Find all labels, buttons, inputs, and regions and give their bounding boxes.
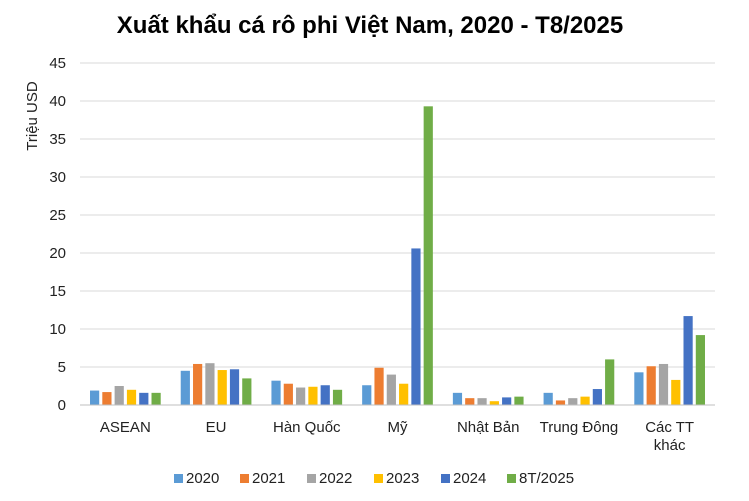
y-axis-label: Triệu USD [24,81,41,151]
bars [90,106,705,405]
bar [126,389,137,405]
legend-label: 8T/2025 [519,470,574,487]
y-tick-label: 20 [49,245,66,262]
bar [308,386,318,405]
bar [180,370,190,405]
legend-label: 2024 [453,470,486,487]
bar [646,366,656,405]
category-label: Mỹ [388,419,408,436]
bar [452,392,463,405]
bar [555,400,566,405]
bar [489,401,499,405]
legend-swatch [507,474,516,483]
category-label: EU [206,419,227,436]
category-label: ASEAN [100,419,151,436]
bar [374,367,384,405]
y-tick-label: 25 [49,207,66,224]
y-tick-label: 10 [49,321,66,338]
y-tick-label: 15 [49,283,66,300]
category-label: Hàn Quốc [273,419,341,436]
legend-swatch [307,474,316,483]
category-label: Nhật Bản [457,419,520,436]
bar [634,372,644,405]
y-axis-ticks: 0 5 10 15 20 25 30 35 40 45 [49,55,66,414]
legend-label: 2022 [319,470,352,487]
bar [296,387,306,405]
bar [568,398,578,405]
category-label: Các TT [645,419,694,436]
bar [242,378,252,405]
bar [386,374,396,405]
bar [465,398,475,405]
category-label: Trung Đông [540,419,619,436]
bar [502,397,512,405]
bar [193,363,203,405]
y-tick-label: 0 [58,397,66,414]
bar [229,369,240,405]
bar [695,335,705,405]
y-tick-label: 40 [49,93,66,110]
bar [217,370,227,405]
bar [332,389,343,405]
bar [423,106,433,405]
legend-label: 2023 [386,470,419,487]
y-tick-label: 30 [49,169,66,186]
legend-label: 2021 [252,470,285,487]
gridlines [80,62,715,368]
bar [592,389,602,405]
bar [683,316,693,405]
bar [114,386,124,405]
bar [205,363,215,405]
bar [671,379,681,405]
legend-label: 2020 [186,470,219,487]
bar [139,392,149,405]
y-tick-label: 35 [49,131,66,148]
legend-swatch [174,474,183,483]
legend-swatch [374,474,383,483]
bar [90,390,100,405]
bar [283,383,293,405]
bar [320,385,330,405]
legend: 2020 2021 2022 2023 2024 8T/2025 [174,470,574,487]
bar [605,359,615,405]
legend-swatch [441,474,450,483]
bar [271,380,281,405]
bar [151,392,161,405]
bar [411,248,421,405]
y-tick-label: 45 [49,55,66,72]
bar [399,383,409,405]
bar [658,363,669,405]
bar [102,392,112,405]
chart-title: Xuất khẩu cá rô phi Việt Nam, 2020 - T8/… [117,12,623,39]
category-label: khác [654,437,686,454]
bar [514,396,524,405]
category-labels: ASEAN EU Hàn Quốc Mỹ Nhật Bản Trung Đông Các T… [100,419,694,454]
y-tick-label: 5 [58,359,66,376]
legend-swatch [240,474,249,483]
bar [477,398,487,405]
bar [362,385,372,405]
bar [580,396,590,405]
bar [543,392,553,405]
